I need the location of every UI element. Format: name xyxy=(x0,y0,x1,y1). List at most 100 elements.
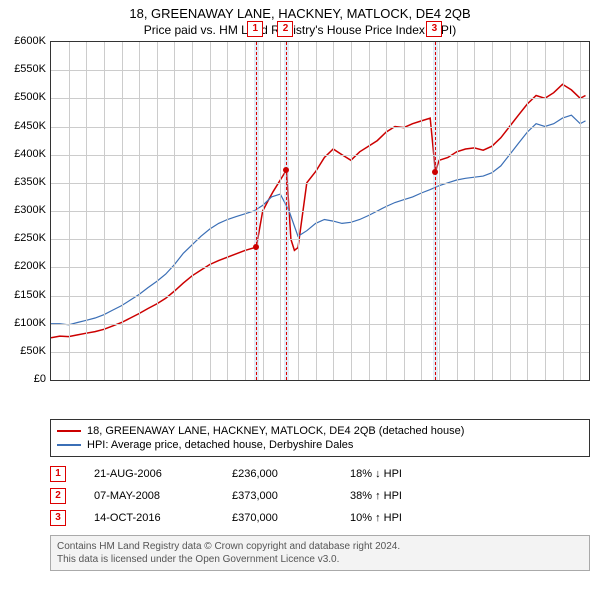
event-row: 314-OCT-2016£370,00010% ↑ HPI xyxy=(50,507,590,529)
event-line xyxy=(286,42,287,380)
y-axis-label: £0 xyxy=(34,373,50,385)
y-gridline xyxy=(51,183,589,184)
x-gridline xyxy=(439,42,440,380)
y-gridline xyxy=(51,98,589,99)
x-axis-label: 1997 xyxy=(86,380,100,381)
y-gridline xyxy=(51,211,589,212)
x-gridline xyxy=(563,42,564,380)
y-axis-label: £250K xyxy=(14,232,50,244)
x-gridline xyxy=(280,42,281,380)
series-line xyxy=(51,115,586,325)
x-gridline xyxy=(421,42,422,380)
event-price: £373,000 xyxy=(232,490,322,502)
x-axis-label: 2003 xyxy=(192,380,206,381)
x-axis-label: 2007 xyxy=(263,380,277,381)
y-gridline xyxy=(51,155,589,156)
event-dot xyxy=(283,167,289,173)
y-axis-label: £50K xyxy=(20,345,50,357)
x-axis-label: 2006 xyxy=(245,380,259,381)
x-gridline xyxy=(316,42,317,380)
event-delta: 38% ↑ HPI xyxy=(350,490,402,502)
y-axis-label: £500K xyxy=(14,91,50,103)
event-line xyxy=(256,42,257,380)
x-axis-label: 2004 xyxy=(210,380,224,381)
y-axis-label: £300K xyxy=(14,204,50,216)
x-gridline xyxy=(263,42,264,380)
event-row: 1 21-AUG-2006 £236,000 18% ↓ HPI xyxy=(50,463,590,485)
x-axis-label: 2017 xyxy=(439,380,453,381)
x-gridline xyxy=(245,42,246,380)
legend-swatch xyxy=(57,430,81,432)
x-axis-label: 2001 xyxy=(157,380,171,381)
x-gridline xyxy=(457,42,458,380)
x-gridline xyxy=(122,42,123,380)
x-gridline xyxy=(174,42,175,380)
x-gridline xyxy=(104,42,105,380)
x-axis-label: 2010 xyxy=(316,380,330,381)
y-gridline xyxy=(51,324,589,325)
y-axis-label: £100K xyxy=(14,317,50,329)
plot-area: 1995199619971998199920002001200220032004… xyxy=(50,41,590,411)
x-gridline xyxy=(333,42,334,380)
event-row-marker: 3 xyxy=(50,510,66,526)
event-row-marker: 1 xyxy=(50,466,66,482)
event-row-marker: 2 xyxy=(50,488,66,504)
event-delta: 10% ↑ HPI xyxy=(350,512,402,524)
x-axis-label: 2016 xyxy=(421,380,435,381)
x-axis-label: 2008 xyxy=(280,380,294,381)
x-axis-label: 2005 xyxy=(227,380,241,381)
chart-container: 18, GREENAWAY LANE, HACKNEY, MATLOCK, DE… xyxy=(0,0,600,571)
event-marker: 1 xyxy=(247,21,263,37)
x-gridline xyxy=(192,42,193,380)
y-gridline xyxy=(51,267,589,268)
x-gridline xyxy=(139,42,140,380)
y-gridline xyxy=(51,239,589,240)
x-axis-label: 2021 xyxy=(510,380,524,381)
event-marker: 3 xyxy=(426,21,442,37)
x-gridline xyxy=(510,42,511,380)
x-axis-label: 2012 xyxy=(351,380,365,381)
y-axis-label: £350K xyxy=(14,176,50,188)
legend-item: HPI: Average price, detached house, Derb… xyxy=(57,438,583,452)
x-gridline xyxy=(298,42,299,380)
x-gridline xyxy=(404,42,405,380)
x-axis-label: 2002 xyxy=(174,380,188,381)
x-axis-label: 1999 xyxy=(122,380,136,381)
y-axis-label: £400K xyxy=(14,148,50,160)
x-axis-label: 2020 xyxy=(492,380,506,381)
x-axis-label: 2023 xyxy=(545,380,559,381)
legend-label: HPI: Average price, detached house, Derb… xyxy=(87,439,353,451)
events-table: 121-AUG-2006£236,00018% ↓ HPI207-MAY-200… xyxy=(50,463,590,529)
y-gridline xyxy=(51,296,589,297)
x-axis-label: 1996 xyxy=(69,380,83,381)
x-gridline xyxy=(369,42,370,380)
x-axis-label: 2018 xyxy=(457,380,471,381)
event-delta: 18% ↓ HPI xyxy=(350,468,402,480)
x-axis-label: 1998 xyxy=(104,380,118,381)
x-gridline xyxy=(69,42,70,380)
footer-line-2: This data is licensed under the Open Gov… xyxy=(57,553,583,566)
x-axis-label: 2015 xyxy=(404,380,418,381)
y-axis-label: £150K xyxy=(14,289,50,301)
x-gridline xyxy=(157,42,158,380)
x-gridline xyxy=(580,42,581,380)
event-price: £236,000 xyxy=(232,468,322,480)
event-date: 21-AUG-2006 xyxy=(94,468,204,480)
event-date: 14-OCT-2016 xyxy=(94,512,204,524)
x-axis-label: 2011 xyxy=(333,380,347,381)
x-axis-label: 2025 xyxy=(580,380,590,381)
event-dot xyxy=(253,244,259,250)
x-gridline xyxy=(492,42,493,380)
legend-swatch xyxy=(57,444,81,446)
event-marker: 2 xyxy=(277,21,293,37)
y-axis-label: £200K xyxy=(14,260,50,272)
footer-attribution: Contains HM Land Registry data © Crown c… xyxy=(50,535,590,571)
x-gridline xyxy=(386,42,387,380)
event-row: 207-MAY-2008£373,00038% ↑ HPI xyxy=(50,485,590,507)
x-axis-label: 2022 xyxy=(527,380,541,381)
legend: 18, GREENAWAY LANE, HACKNEY, MATLOCK, DE… xyxy=(50,419,590,457)
event-dot xyxy=(432,169,438,175)
x-axis-label: 2019 xyxy=(474,380,488,381)
y-axis-label: £450K xyxy=(14,120,50,132)
x-gridline xyxy=(474,42,475,380)
